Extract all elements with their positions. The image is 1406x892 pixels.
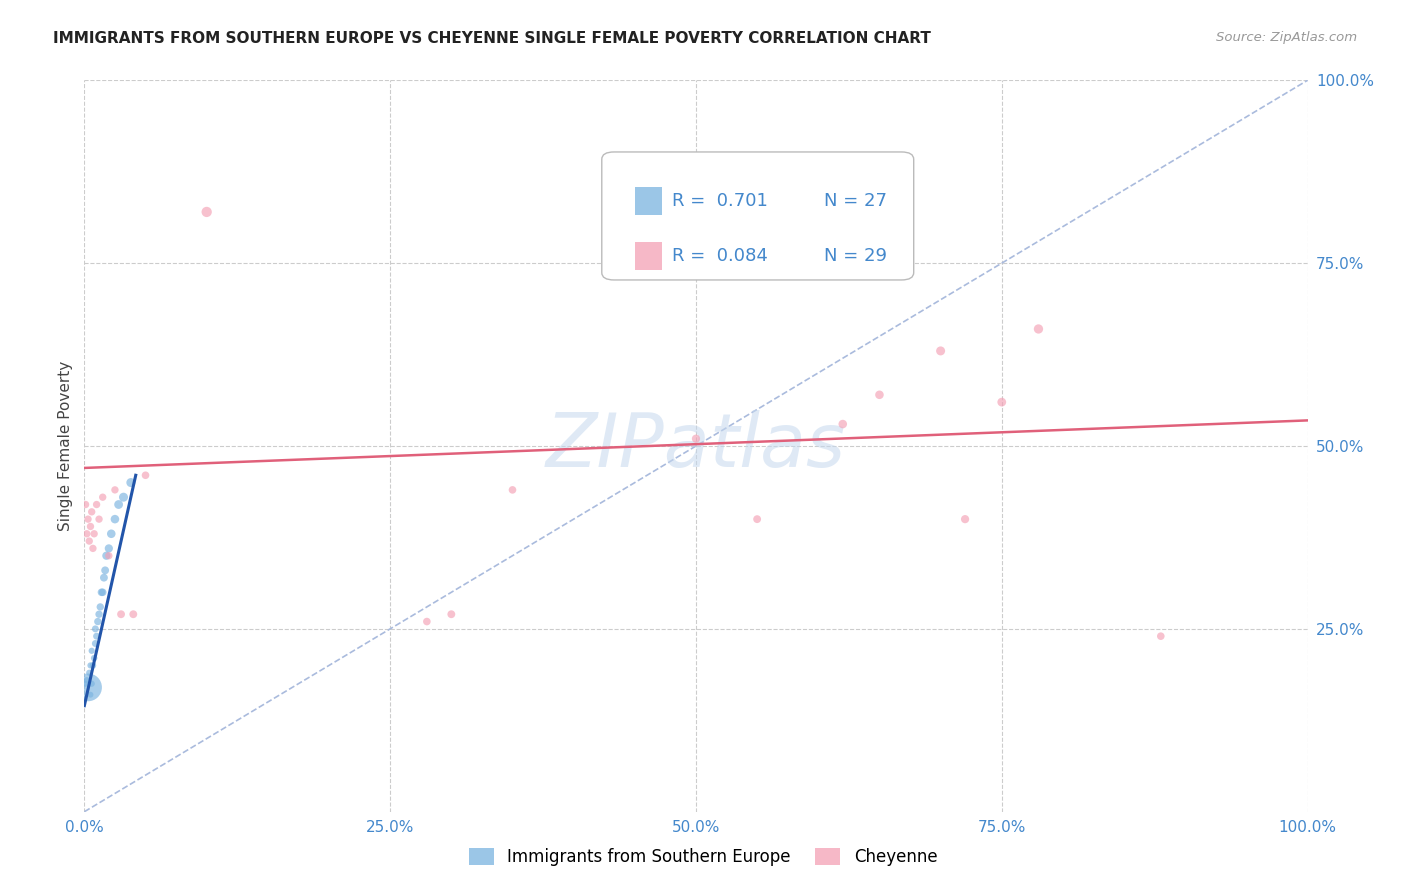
- Point: [112, 490, 135, 504]
- Point: [831, 417, 853, 431]
- Point: [77, 665, 100, 680]
- Point: [84, 636, 107, 650]
- Point: [91, 585, 114, 599]
- Point: [76, 526, 98, 541]
- Point: [76, 673, 98, 687]
- Point: [83, 526, 105, 541]
- Point: [97, 549, 120, 563]
- Point: [80, 676, 103, 690]
- Point: [87, 615, 110, 629]
- Point: [104, 483, 127, 497]
- Point: [83, 651, 105, 665]
- Text: N = 29: N = 29: [824, 247, 887, 265]
- Point: [96, 549, 118, 563]
- Point: [82, 658, 104, 673]
- Point: [90, 585, 112, 599]
- Point: [991, 395, 1014, 409]
- Bar: [636, 242, 662, 269]
- Point: [75, 676, 97, 690]
- Point: [79, 658, 101, 673]
- Point: [869, 388, 891, 402]
- Y-axis label: Single Female Poverty: Single Female Poverty: [58, 361, 73, 531]
- Point: [86, 498, 108, 512]
- FancyBboxPatch shape: [602, 152, 914, 280]
- Text: IMMIGRANTS FROM SOUTHERN EUROPE VS CHEYENNE SINGLE FEMALE POVERTY CORRELATION CH: IMMIGRANTS FROM SOUTHERN EUROPE VS CHEYE…: [53, 31, 931, 46]
- Point: [77, 681, 100, 695]
- Point: [91, 490, 114, 504]
- Point: [100, 526, 122, 541]
- Point: [107, 498, 129, 512]
- Point: [953, 512, 976, 526]
- Point: [195, 205, 218, 219]
- Point: [75, 498, 97, 512]
- Point: [929, 343, 952, 358]
- Point: [86, 629, 108, 643]
- Point: [87, 607, 110, 622]
- Text: N = 27: N = 27: [824, 192, 887, 210]
- Point: [93, 571, 115, 585]
- Bar: [636, 187, 662, 215]
- Point: [87, 512, 110, 526]
- Point: [685, 432, 707, 446]
- Point: [79, 519, 101, 533]
- Point: [122, 607, 145, 622]
- Point: [1028, 322, 1050, 336]
- Point: [82, 541, 104, 556]
- Text: ZIPatlas: ZIPatlas: [546, 410, 846, 482]
- Text: Source: ZipAtlas.com: Source: ZipAtlas.com: [1216, 31, 1357, 45]
- Point: [77, 534, 100, 549]
- Point: [80, 644, 103, 658]
- Point: [89, 599, 111, 614]
- Point: [747, 512, 769, 526]
- Text: R =  0.084: R = 0.084: [672, 247, 768, 265]
- Legend: Immigrants from Southern Europe, Cheyenne: Immigrants from Southern Europe, Cheyenn…: [463, 841, 943, 873]
- Point: [416, 615, 439, 629]
- Point: [97, 541, 120, 556]
- Point: [79, 688, 101, 702]
- Point: [104, 512, 127, 526]
- Point: [110, 607, 132, 622]
- Point: [502, 483, 524, 497]
- Point: [1150, 629, 1173, 643]
- Point: [120, 475, 142, 490]
- Point: [80, 505, 103, 519]
- Point: [94, 563, 117, 577]
- Point: [84, 622, 107, 636]
- Point: [135, 468, 157, 483]
- Point: [440, 607, 463, 622]
- Point: [77, 512, 100, 526]
- Text: R =  0.701: R = 0.701: [672, 192, 768, 210]
